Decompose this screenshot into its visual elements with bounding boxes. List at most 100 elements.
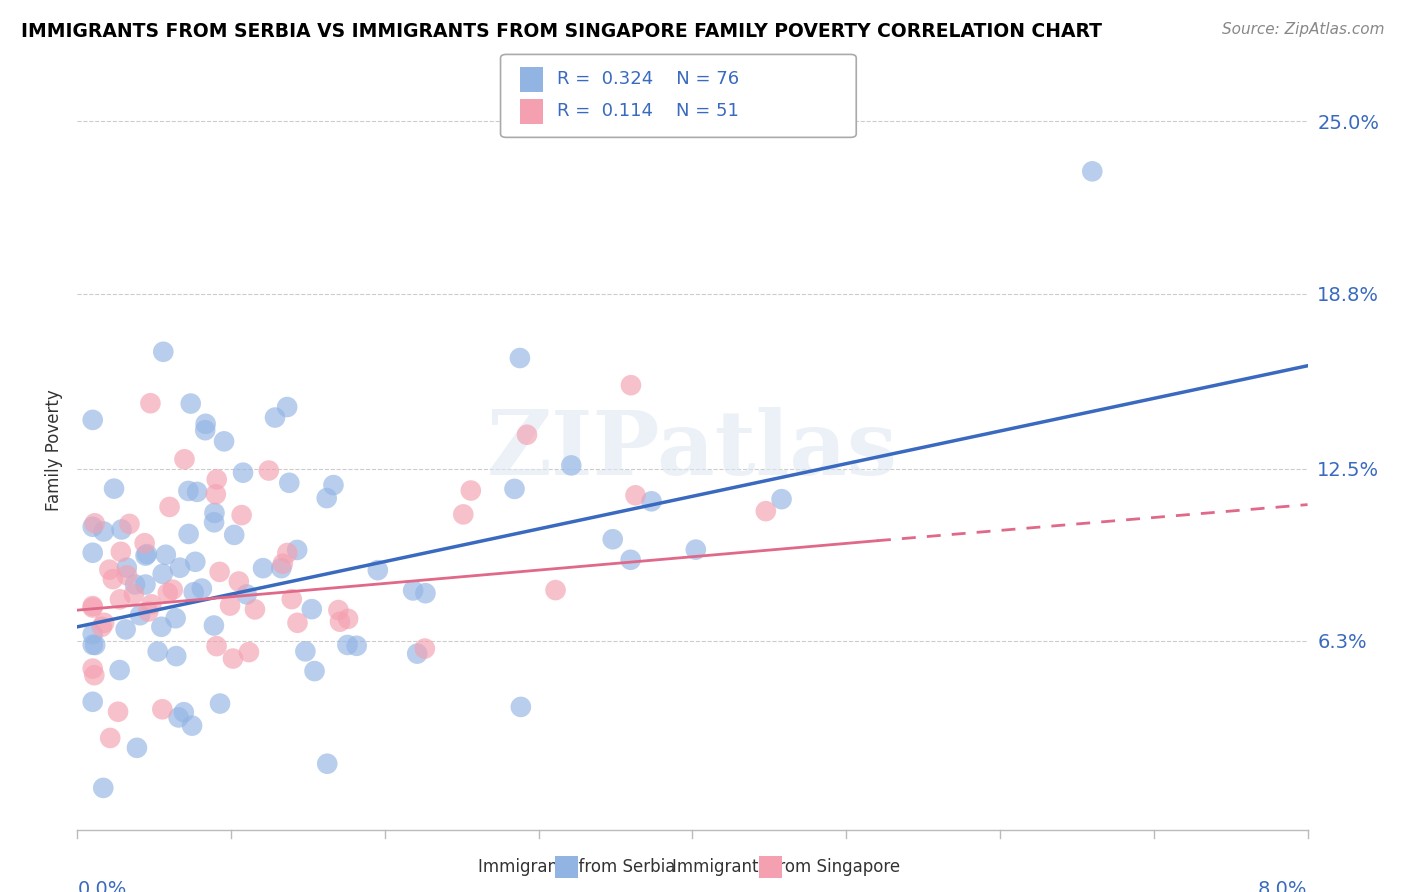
Point bbox=[560, 458, 582, 473]
Point bbox=[90, 620, 112, 634]
Point bbox=[212, 434, 235, 449]
Point bbox=[186, 484, 208, 499]
Point bbox=[228, 574, 250, 589]
Point bbox=[162, 582, 184, 597]
Point bbox=[328, 603, 350, 617]
Point bbox=[202, 618, 225, 632]
Point bbox=[208, 565, 231, 579]
Point bbox=[329, 615, 352, 629]
Point bbox=[271, 557, 294, 571]
Point bbox=[287, 615, 309, 630]
Point bbox=[165, 611, 187, 625]
Point bbox=[406, 647, 429, 661]
Point bbox=[367, 563, 389, 577]
Point bbox=[181, 718, 204, 732]
Text: ZIPatlas: ZIPatlas bbox=[486, 407, 898, 494]
Point bbox=[620, 553, 643, 567]
Point bbox=[224, 528, 246, 542]
Point bbox=[115, 560, 138, 574]
Point bbox=[301, 602, 323, 616]
Point bbox=[276, 400, 298, 414]
Point bbox=[124, 577, 146, 591]
Point bbox=[125, 740, 148, 755]
Point bbox=[205, 639, 228, 653]
Point bbox=[503, 482, 526, 496]
Point bbox=[167, 710, 190, 724]
Point bbox=[264, 410, 287, 425]
Point bbox=[624, 488, 647, 502]
Point bbox=[516, 427, 538, 442]
Point bbox=[156, 586, 179, 600]
Point bbox=[82, 413, 104, 427]
Point bbox=[402, 583, 425, 598]
Point bbox=[84, 638, 107, 652]
Point bbox=[98, 731, 121, 745]
Point bbox=[294, 644, 316, 658]
Point bbox=[219, 599, 242, 613]
Point bbox=[82, 546, 104, 560]
Point bbox=[139, 396, 162, 410]
Point bbox=[257, 464, 280, 478]
Point bbox=[231, 508, 253, 522]
Point bbox=[83, 668, 105, 682]
Point bbox=[232, 466, 254, 480]
Point bbox=[82, 638, 104, 652]
Point bbox=[129, 608, 152, 623]
Point bbox=[202, 516, 225, 530]
Point bbox=[222, 651, 245, 665]
Text: Immigrants from Singapore: Immigrants from Singapore bbox=[672, 858, 900, 876]
Point bbox=[243, 602, 266, 616]
Text: 0.0%: 0.0% bbox=[77, 880, 127, 892]
Point bbox=[184, 555, 207, 569]
Point bbox=[235, 587, 257, 601]
Point bbox=[150, 702, 173, 716]
Point bbox=[194, 417, 217, 431]
Point bbox=[191, 582, 214, 596]
Point bbox=[285, 543, 308, 558]
Point bbox=[770, 492, 793, 507]
Point bbox=[322, 478, 344, 492]
Point bbox=[134, 549, 156, 563]
Point bbox=[316, 756, 339, 771]
Point bbox=[108, 663, 131, 677]
Text: 8.0%: 8.0% bbox=[1258, 880, 1308, 892]
Point bbox=[276, 546, 298, 560]
Text: Immigrants from Serbia: Immigrants from Serbia bbox=[478, 858, 675, 876]
Point bbox=[134, 536, 156, 550]
Point bbox=[280, 592, 302, 607]
Text: R =  0.324    N = 76: R = 0.324 N = 76 bbox=[557, 70, 740, 88]
Point bbox=[177, 483, 200, 498]
Point bbox=[180, 396, 202, 410]
Point bbox=[278, 475, 301, 490]
Point bbox=[107, 705, 129, 719]
Point bbox=[337, 612, 360, 626]
Point bbox=[152, 566, 174, 581]
Point bbox=[82, 662, 104, 676]
Point bbox=[620, 378, 643, 392]
Point bbox=[602, 533, 624, 547]
Text: IMMIGRANTS FROM SERBIA VS IMMIGRANTS FROM SINGAPORE FAMILY POVERTY CORRELATION C: IMMIGRANTS FROM SERBIA VS IMMIGRANTS FRO… bbox=[21, 22, 1102, 41]
Point bbox=[159, 500, 181, 514]
Point bbox=[685, 542, 707, 557]
Point bbox=[270, 561, 292, 575]
Text: R =  0.114    N = 51: R = 0.114 N = 51 bbox=[557, 103, 738, 120]
Point bbox=[91, 780, 114, 795]
Point bbox=[238, 645, 260, 659]
Point bbox=[346, 639, 368, 653]
Point bbox=[204, 487, 226, 501]
Point bbox=[165, 649, 187, 664]
Point bbox=[304, 664, 326, 678]
Point bbox=[146, 644, 169, 658]
Point bbox=[108, 592, 131, 607]
Point bbox=[155, 548, 177, 562]
Point bbox=[204, 506, 226, 520]
Point bbox=[134, 577, 156, 591]
Point bbox=[252, 561, 274, 575]
Point bbox=[640, 494, 662, 508]
Point bbox=[101, 572, 124, 586]
Point bbox=[82, 695, 104, 709]
Y-axis label: Family Poverty: Family Poverty bbox=[45, 390, 63, 511]
Point bbox=[173, 705, 195, 719]
Point bbox=[413, 641, 436, 656]
Point bbox=[453, 508, 475, 522]
